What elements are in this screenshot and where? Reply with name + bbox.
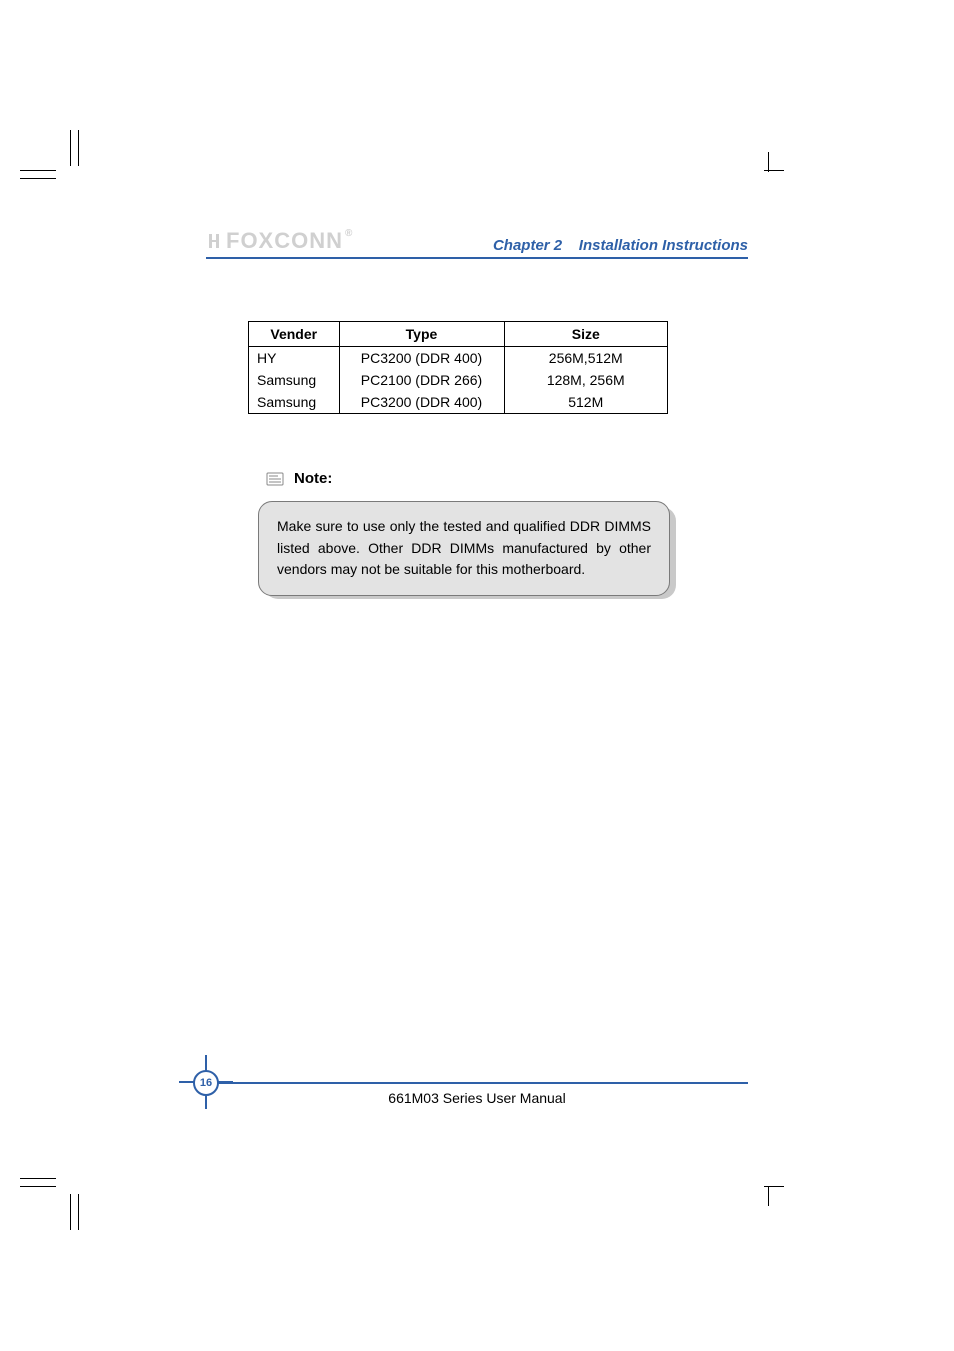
cell-type: PC3200 (DDR 400) [339,391,504,413]
note-body: Make sure to use only the tested and qua… [258,501,670,596]
cell-vender: Samsung [249,391,339,413]
cell-size: 256M,512M [504,347,667,370]
col-header-size: Size [504,322,667,347]
page-header: FOXCONN ® Chapter 2 Installation Instruc… [206,228,748,254]
note-icon [266,472,284,486]
page-number-badge: 16 [193,1070,219,1096]
note-box: Make sure to use only the tested and qua… [258,501,676,596]
foxconn-logo: FOXCONN ® [206,228,353,254]
page-footer: 16 661M03 Series User Manual [206,1082,748,1106]
note-heading: Note: [266,470,748,487]
table-header-row: Vender Type Size [249,322,667,347]
cell-type: PC2100 (DDR 266) [339,369,504,391]
col-header-vender: Vender [249,322,339,347]
table-row: Samsung PC3200 (DDR 400) 512M [249,391,667,413]
chapter-title: Chapter 2 Installation Instructions [493,237,748,254]
cell-size: 512M [504,391,667,413]
page-number: 16 [200,1077,212,1089]
note-label: Note: [294,470,332,487]
table-row: HY PC3200 (DDR 400) 256M,512M [249,347,667,370]
footer-text: 661M03 Series User Manual [206,1090,748,1106]
logo-icon [206,232,224,250]
col-header-type: Type [339,322,504,347]
header-rule [206,257,748,259]
table-row: Samsung PC2100 (DDR 266) 128M, 256M [249,369,667,391]
memory-table: Vender Type Size HY PC3200 (DDR 400) 256… [248,321,668,414]
cell-vender: Samsung [249,369,339,391]
cell-type: PC3200 (DDR 400) [339,347,504,370]
cell-vender: HY [249,347,339,370]
footer-rule: 16 [206,1082,748,1084]
logo-text: FOXCONN [226,228,343,254]
cell-size: 128M, 256M [504,369,667,391]
